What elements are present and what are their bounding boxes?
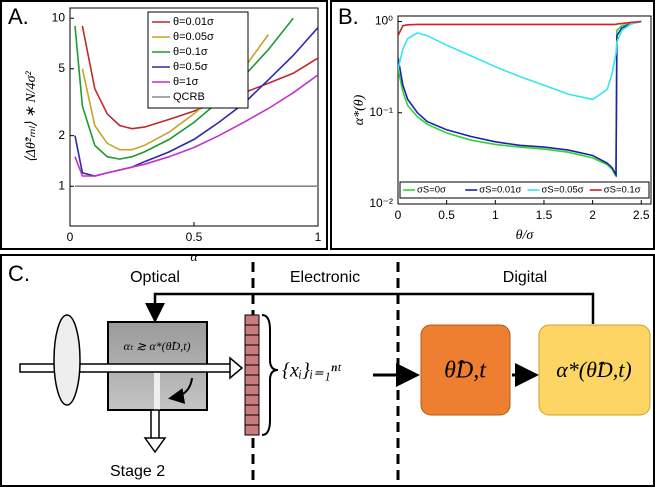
diagram: C. Optical Electronic Digital αₜ ≳ α*(θ̂… — [8, 261, 651, 487]
legend-label: σS=0.01σ — [479, 185, 521, 196]
panel-c-frame — [0, 254, 655, 487]
estimate: θ̂D,t — [444, 358, 487, 384]
x-axis-label: θ/σ — [516, 228, 535, 243]
x-tick-label: 0 — [67, 230, 74, 244]
x-tick-label: 2.5 — [633, 208, 650, 222]
series-line — [398, 20, 642, 178]
series-line — [398, 20, 642, 101]
x-tick-label: 0 — [395, 208, 402, 222]
legend-box — [399, 181, 650, 199]
y-tick-label: 10⁻² — [369, 196, 393, 210]
x-tick-label: 1 — [315, 230, 322, 244]
chart: A. 0 0.5 1 1 2 5 10 α ⟨Δθ̂²ₘₗ⟩ ∗ N/4σ² θ=0.01σ θ=0.… — [8, 4, 322, 265]
x-tick-label: 1.5 — [536, 208, 553, 222]
plot-frame — [69, 7, 319, 227]
x-axis-label: α — [190, 250, 198, 265]
legend-label: θ=0.1σ — [173, 46, 208, 58]
pixel — [244, 354, 260, 366]
pixel — [244, 374, 260, 386]
section-title: Optical — [130, 269, 180, 286]
pixel — [244, 344, 260, 356]
estimator-box — [420, 324, 511, 416]
panel-label: B. — [338, 4, 359, 29]
feedback-arrow — [145, 292, 595, 324]
legend-label: σS=0.05σ — [542, 185, 584, 196]
y-tick-label: 10⁰ — [375, 14, 393, 28]
legend-label: σS=0σ — [417, 185, 446, 196]
section-title: Digital — [503, 269, 547, 286]
y-tick-label: 10 — [52, 10, 66, 24]
x-tick-label: 0.5 — [186, 230, 203, 244]
sensor — [244, 314, 260, 436]
pixel — [244, 394, 260, 406]
legend-label: QCRB — [173, 91, 205, 103]
x-tick-label: 1 — [492, 208, 499, 222]
pixel — [244, 424, 260, 436]
lens — [53, 314, 81, 406]
y-axis-label: ⟨Δθ̂²ₘₗ⟩ ∗ N/4σ² — [24, 71, 39, 163]
panel-b-frame — [330, 0, 655, 250]
pixel — [244, 314, 260, 326]
output-label: Stage 2 — [110, 463, 165, 480]
pixel — [244, 384, 260, 396]
x-tick-label: 0.5 — [438, 208, 455, 222]
pixel — [244, 404, 260, 416]
down-head — [143, 437, 167, 454]
y-tick-label: 1 — [58, 178, 65, 192]
update: α*(θ̂D,t) — [556, 357, 632, 382]
y-tick-label: 5 — [58, 61, 65, 75]
panel-label: A. — [8, 4, 29, 29]
panel-label: C. — [8, 261, 30, 286]
update-box — [538, 324, 651, 416]
x-tick-label: 2 — [589, 208, 596, 222]
series-line — [81, 25, 318, 130]
beam — [19, 363, 236, 373]
series-line — [398, 20, 642, 37]
pixel — [244, 324, 260, 336]
legend-box — [147, 11, 249, 109]
section-title: Electronic — [290, 269, 360, 286]
slit — [154, 370, 160, 410]
pixel — [244, 334, 260, 346]
pixel — [244, 364, 260, 376]
condition: αₜ ≳ α*(θ̂D,t) — [123, 339, 190, 353]
legend-label: θ=0.5σ — [173, 61, 208, 73]
pixel — [244, 414, 260, 426]
y-tick-label: 2 — [58, 128, 65, 142]
series-line — [74, 74, 318, 177]
legend-label: θ=0.05σ — [173, 31, 214, 43]
panel-a-frame — [0, 0, 328, 250]
down-beam — [150, 409, 160, 441]
beam-head — [229, 356, 244, 380]
legend-label: θ=1σ — [173, 76, 199, 88]
measurements: {xᵢ}ᵢ₌₁ⁿᵗ — [282, 360, 342, 382]
legend-label: σS=0.1σ — [604, 185, 641, 196]
legend-label: θ=0.01σ — [173, 16, 214, 28]
y-tick-label: 10⁻¹ — [369, 105, 393, 119]
plot-frame — [397, 15, 652, 205]
series-line — [398, 20, 642, 177]
y-axis-label: α*(θ) — [352, 94, 367, 125]
brace — [261, 314, 279, 436]
chart: B. 0 0.5 1 1.5 2 2.5 10⁻² 10⁻¹ 10⁰ θ/σ α*(θ) σS=0σ σS… — [338, 4, 652, 243]
rotation-arrow — [168, 377, 193, 404]
